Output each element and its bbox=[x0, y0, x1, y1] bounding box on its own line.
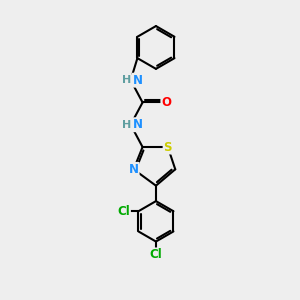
Text: N: N bbox=[133, 74, 142, 87]
Text: N: N bbox=[133, 118, 142, 131]
Text: Cl: Cl bbox=[150, 248, 162, 261]
Text: S: S bbox=[164, 140, 172, 154]
Text: N: N bbox=[129, 163, 139, 176]
Text: H: H bbox=[122, 75, 131, 85]
Text: O: O bbox=[161, 96, 171, 109]
Text: H: H bbox=[122, 120, 131, 130]
Text: Cl: Cl bbox=[117, 205, 130, 218]
